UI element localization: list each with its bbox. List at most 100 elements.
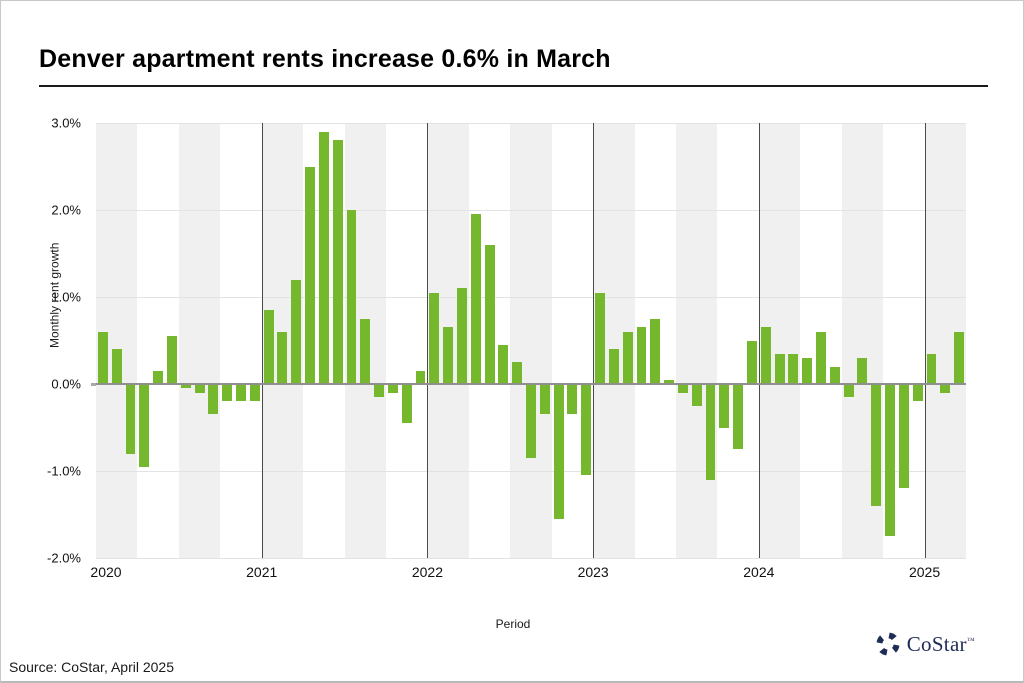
month-bar (222, 384, 233, 402)
month-bar (415, 370, 426, 384)
costar-logo-icon (876, 632, 900, 656)
month-bar (760, 327, 771, 384)
title-divider (39, 85, 988, 87)
month-bar (816, 331, 826, 384)
month-bar (940, 384, 951, 393)
month-bar (829, 366, 840, 384)
month-bar (622, 331, 633, 384)
month-bar (249, 384, 260, 402)
chart-title: Denver apartment rents increase 0.6% in … (39, 45, 611, 73)
month-bar (581, 384, 592, 476)
month-bar (871, 384, 882, 506)
month-bar (774, 353, 785, 384)
costar-trademark: ™ (966, 635, 975, 645)
month-bar (429, 292, 440, 384)
month-bar (318, 131, 329, 384)
month-bar (305, 166, 315, 384)
month-bar (374, 384, 385, 398)
month-bar (291, 279, 302, 384)
month-bar (595, 292, 605, 384)
month-bar (456, 288, 467, 384)
month-bar (636, 327, 647, 384)
year-separator-line (758, 123, 760, 558)
zero-baseline (96, 383, 966, 385)
month-bar (926, 353, 937, 384)
gridline (96, 210, 966, 211)
quarter-stripe (676, 123, 718, 558)
month-bar (677, 384, 688, 393)
gridline (96, 297, 966, 298)
month-bar (567, 384, 578, 415)
month-bar (166, 336, 177, 384)
month-bar (401, 384, 412, 424)
month-bar (553, 384, 564, 519)
year-separator-line (593, 123, 595, 558)
month-bar (332, 140, 343, 384)
month-bar (111, 349, 122, 384)
plot-area (91, 123, 966, 559)
month-bar (512, 362, 523, 384)
x-year-label: 2021 (246, 564, 278, 580)
month-bar (236, 384, 246, 402)
month-bar (539, 384, 550, 415)
month-bar (470, 214, 481, 384)
month-bar (180, 384, 191, 389)
month-bar (954, 331, 965, 384)
month-bar (664, 379, 675, 384)
x-year-label: 2024 (743, 564, 775, 580)
costar-logo-text: CoStar™ (906, 631, 975, 656)
month-bar (719, 384, 730, 428)
month-bar (898, 384, 909, 489)
year-separator-line (261, 123, 263, 558)
y-tick-label: 1.0% (51, 289, 81, 305)
x-year-label: 2022 (411, 564, 443, 580)
costar-logo: CoStar™ (875, 631, 975, 657)
x-year-label: 2025 (908, 564, 941, 580)
month-bar (498, 344, 509, 384)
month-bar (153, 370, 164, 384)
month-bar (277, 331, 288, 384)
quarter-stripe (510, 123, 552, 558)
year-separator-line (427, 123, 429, 558)
month-bar (608, 349, 619, 384)
month-bar (857, 357, 868, 384)
month-bar (263, 310, 274, 384)
month-bar (885, 384, 895, 537)
gridline (96, 471, 966, 472)
month-bar (387, 384, 398, 393)
month-bar (843, 384, 854, 398)
x-year-label: 2020 (90, 564, 122, 580)
quarter-stripe (386, 123, 428, 558)
month-bar (691, 384, 702, 406)
y-tick-label: -1.0% (47, 463, 81, 479)
y-tick-label: 0.0% (51, 376, 81, 392)
month-bar (526, 384, 536, 458)
month-bar (443, 327, 454, 384)
month-bar (484, 244, 495, 384)
month-bar (705, 384, 716, 480)
month-bar (788, 353, 799, 384)
zero-axis-tick (91, 383, 96, 386)
month-bar (650, 318, 661, 384)
quarter-stripe (220, 123, 262, 558)
month-bar (802, 357, 813, 384)
gridline (96, 123, 966, 124)
month-bar (733, 384, 744, 450)
y-tick-label: 2.0% (51, 202, 81, 218)
month-bar (346, 210, 357, 384)
month-bar (360, 318, 371, 384)
month-bar (194, 384, 205, 393)
year-separator-line (924, 123, 926, 558)
source-note: Source: CoStar, April 2025 (9, 659, 174, 675)
month-bar (912, 384, 923, 402)
gridline (96, 558, 966, 559)
month-bar (208, 384, 219, 415)
x-year-label: 2023 (577, 564, 609, 580)
month-bar (746, 340, 757, 384)
x-axis-title: Period (495, 617, 531, 631)
y-tick-label: 3.0% (51, 115, 81, 131)
month-bar (97, 331, 108, 384)
month-bar (139, 384, 150, 467)
y-tick-label: -2.0% (47, 550, 81, 566)
